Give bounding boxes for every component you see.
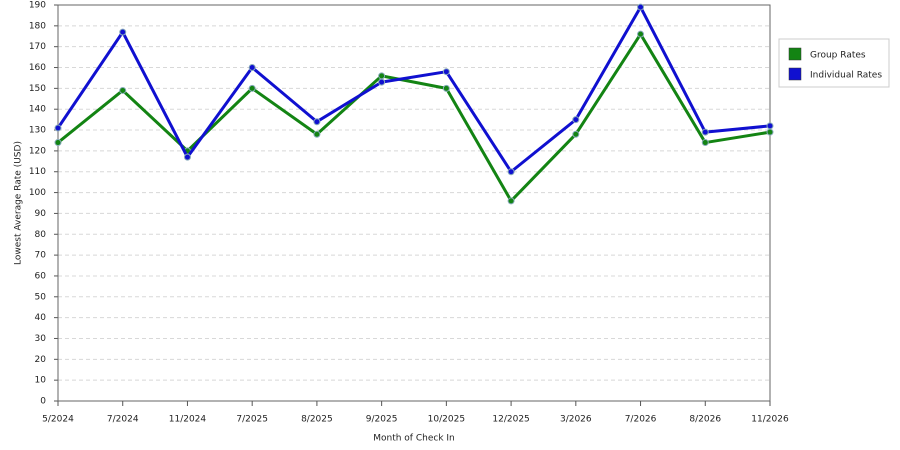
data-point [442,68,450,76]
y-tick-label: 180 [29,21,46,31]
y-tick-label: 10 [35,376,47,386]
x-tick-label: 7/2025 [236,415,268,425]
x-tick-label: 9/2025 [366,415,398,425]
data-point [766,122,774,130]
x-tick-label: 11/2026 [751,415,789,425]
y-tick-label: 170 [29,42,46,52]
data-point [248,84,256,92]
y-tick-label: 190 [29,1,46,11]
x-tick-label: 5/2024 [42,415,74,425]
data-point [572,116,580,124]
x-tick-label: 7/2024 [107,415,139,425]
y-tick-label: 100 [29,188,46,198]
data-point [119,28,127,36]
y-tick-label: 90 [35,209,47,219]
x-tick-label: 3/2026 [560,415,592,425]
y-tick-label: 60 [35,271,47,281]
data-point [54,139,62,147]
legend-swatch [788,67,802,81]
data-point [572,130,580,138]
data-point [701,139,709,147]
data-point [701,128,709,136]
y-tick-label: 160 [29,63,46,73]
x-tick-label: 12/2025 [492,415,529,425]
x-tick-label: 8/2026 [689,415,721,425]
data-point [313,130,321,138]
y-tick-label: 80 [35,230,47,240]
x-tick-label: 7/2026 [625,415,657,425]
data-point [637,3,645,11]
series-line [57,32,771,203]
legend-swatch [788,47,802,61]
y-axis-label: Lowest Average Rate (USD) [14,141,24,265]
y-tick-label: 0 [40,397,46,407]
y-tick-label: 120 [29,146,46,156]
data-point [766,128,774,136]
y-tick-label: 30 [35,334,47,344]
data-point [507,168,515,176]
x-axis-label: Month of Check In [373,434,455,444]
plot-frame [57,4,771,402]
x-tick-label: 10/2025 [428,415,465,425]
data-point [378,72,386,80]
data-point [378,78,386,86]
y-tick-label: 110 [29,167,46,177]
series-line [56,5,771,174]
data-point [313,118,321,126]
y-tick-label: 130 [29,126,46,136]
y-tick-label: 150 [29,84,46,94]
legend-label: Group Rates [810,51,866,61]
legend-label: Individual Rates [810,71,882,81]
y-tick-label: 40 [35,313,47,323]
data-point [442,84,450,92]
y-tick-label: 50 [35,292,47,302]
data-point [248,64,256,72]
data-point [54,124,62,132]
data-point [119,86,127,94]
y-tick-label: 140 [29,105,46,115]
data-point [637,30,645,38]
data-point [183,153,191,161]
y-tick-label: 20 [35,355,47,365]
y-tick-label: 70 [35,251,47,261]
data-point [507,197,515,205]
x-tick-label: 8/2025 [301,415,333,425]
x-tick-label: 11/2024 [169,415,207,425]
